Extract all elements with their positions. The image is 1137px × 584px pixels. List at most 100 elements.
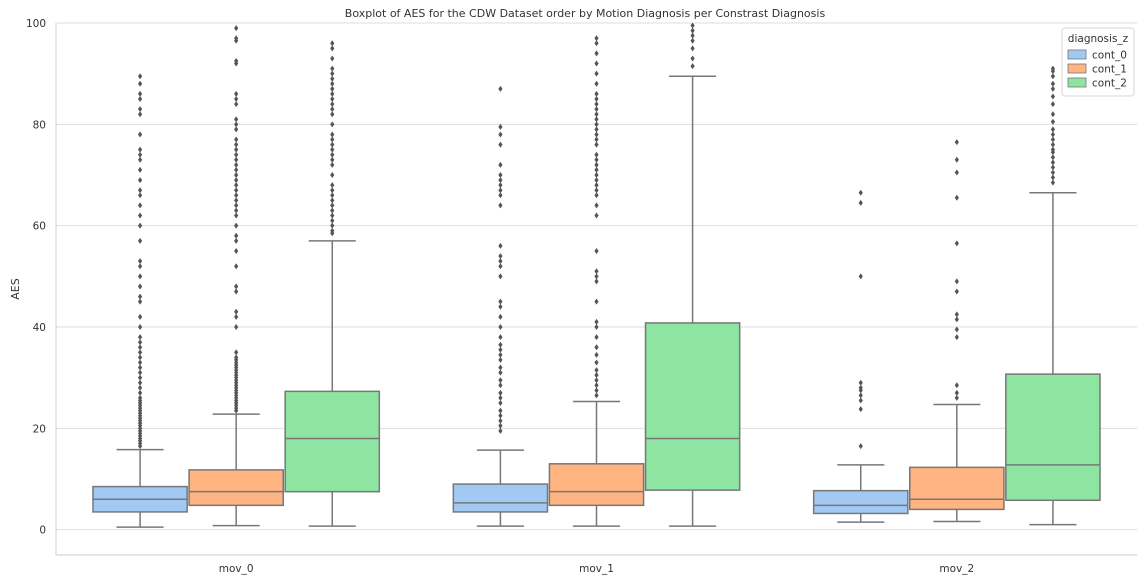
box-mov_2-cont_2 [1005,65,1101,526]
outlier-point [498,161,503,168]
outlier-point [1050,179,1056,186]
outlier-point [594,35,599,42]
outlier-point [234,172,239,178]
outlier-point [594,359,599,366]
outlier-point [330,227,335,234]
outlier-point [498,131,503,138]
box-mov_2-cont_0 [812,189,909,523]
outlier-point [234,146,239,153]
outlier-point [137,212,143,219]
y-tick-label: 60 [33,221,46,233]
outlier-point [858,199,863,206]
outlier-point [498,263,503,270]
outlier-point [1050,118,1056,125]
outlier-point [137,131,143,138]
outlier-point [137,146,143,153]
outlier-point [1050,101,1056,108]
outlier-point [498,389,503,396]
outlier-point [594,273,599,280]
outlier-point [498,364,503,371]
outlier-point [498,273,503,280]
outlier-point [1050,164,1056,171]
outlier-point [498,407,503,414]
outlier-point [594,121,599,128]
outlier-point [954,334,959,341]
outlier-point [594,172,599,178]
outlier-point [137,192,143,199]
outlier-point [137,177,143,184]
outlier-point [234,313,239,320]
outlier-point [594,278,599,285]
outlier-point [234,126,239,133]
box-groups [92,22,1101,528]
outlier-point [330,182,335,189]
outlier-point [1050,174,1056,181]
x-tick-label: mov_1 [579,563,614,575]
outlier-point [137,187,143,194]
outlier-point [690,32,695,39]
outlier-point [594,192,599,199]
legend-swatch [1067,49,1087,60]
legend-swatch [1067,77,1087,88]
outlier-point [330,40,335,47]
outlier-point [690,63,695,70]
outlier-point [234,58,239,64]
outlier-point [498,377,503,384]
y-tick-label: 100 [26,18,46,30]
outlier-point [330,212,335,219]
outlier-point [594,177,599,184]
outlier-point [498,303,503,310]
outlier-point [330,45,335,52]
outlier-point [234,141,239,148]
outlier-point [498,394,503,401]
outlier-point [498,172,503,178]
outlier-point [954,382,959,389]
outlier-point [330,141,335,148]
outlier-point [137,364,143,371]
outlier-point [234,136,239,143]
outlier-point [137,73,143,80]
outlier-point [234,121,239,128]
outlier-point [234,35,239,42]
outlier-point [137,258,143,265]
legend-item-cont_0: cont_0 [1067,49,1127,62]
outlier-point [137,202,143,209]
outlier-point [690,55,695,62]
outlier-point [330,161,335,168]
outlier-point [954,240,959,247]
outlier-point [234,207,239,214]
box-iqr [548,463,645,507]
box-mov_0-cont_1 [188,25,285,527]
outlier-point [137,106,143,113]
outlier-point [234,151,239,158]
outlier-point [234,177,239,184]
legend-label: cont_0 [1092,50,1127,62]
outlier-point [330,90,335,97]
outlier-point [137,349,143,356]
outlier-point [330,96,335,102]
outlier-point [137,96,143,102]
outlier-point [954,311,959,318]
outlier-point [330,106,335,113]
outlier-point [137,293,143,300]
outlier-point [498,341,503,348]
outlier-point [498,298,503,305]
outlier-point [498,85,503,92]
outlier-point [330,111,335,118]
outlier-point [498,182,503,189]
box-mov_1-cont_2 [644,22,741,527]
outlier-point [234,156,239,163]
outlier-point [1050,85,1056,92]
box-iqr [1005,373,1101,502]
outlier-point [594,126,599,133]
outlier-point [137,151,143,158]
outlier-point [498,382,503,389]
outlier-point [594,96,599,102]
outlier-point [858,406,863,413]
outlier-point [330,131,335,138]
outlier-point [594,166,599,173]
outlier-point [234,197,239,204]
outlier-point [330,202,335,209]
outlier-point [594,90,599,97]
